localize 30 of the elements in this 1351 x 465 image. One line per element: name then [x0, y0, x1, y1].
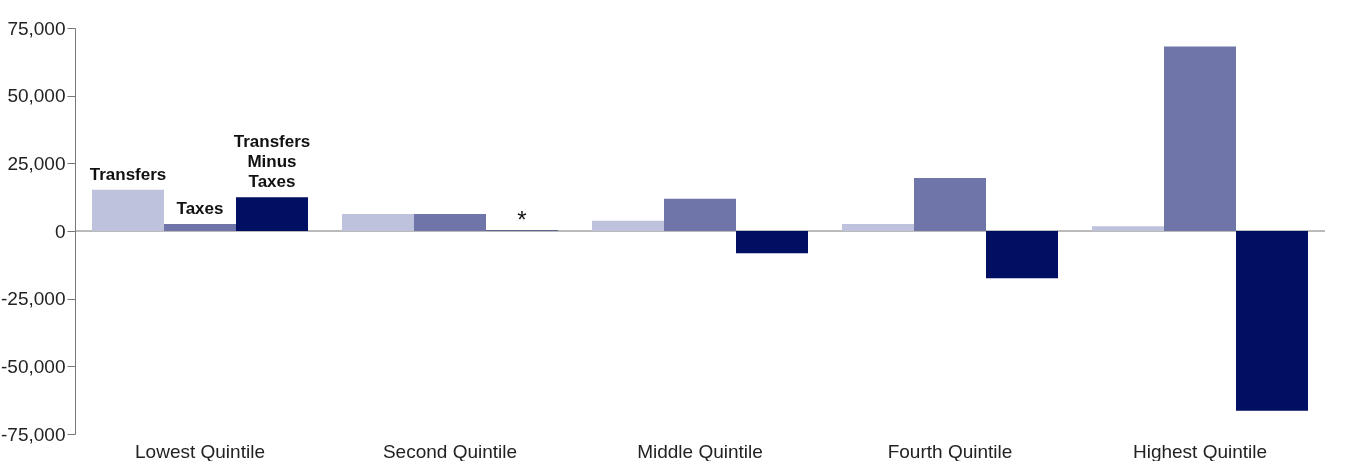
y-tick-label: -50,000 [1, 355, 66, 377]
bar [914, 177, 986, 231]
x-tick-label: Highest Quintile [1132, 440, 1268, 462]
bar [664, 198, 736, 231]
y-tick-label: 75,000 [7, 17, 66, 39]
x-tick-label: Fourth Quintile [887, 440, 1013, 462]
bar [736, 231, 808, 254]
bar [236, 197, 308, 231]
y-tick-label: -25,000 [1, 288, 66, 310]
annotation: * [517, 206, 527, 233]
series-label: Taxes [176, 198, 224, 218]
bar [92, 189, 164, 231]
y-tick-label: 0 [54, 220, 66, 242]
bar [592, 220, 664, 231]
y-tick-label: 50,000 [7, 85, 66, 107]
bar [414, 213, 486, 231]
x-tick-label: Middle Quintile [637, 440, 763, 462]
x-tick-label: Second Quintile [382, 440, 518, 462]
bar [842, 223, 914, 231]
series-label: Transfers [89, 164, 167, 184]
bar [1164, 46, 1236, 231]
bar [1236, 231, 1308, 411]
bar [342, 213, 414, 231]
bar [986, 231, 1058, 279]
y-tick-label: -75,000 [1, 423, 66, 445]
x-tick-label: Lowest Quintile [135, 440, 265, 462]
y-tick-label: 25,000 [7, 152, 66, 174]
bar [1092, 226, 1164, 231]
bar [164, 223, 236, 231]
series-label: Transfers Minus Taxes [233, 132, 311, 192]
